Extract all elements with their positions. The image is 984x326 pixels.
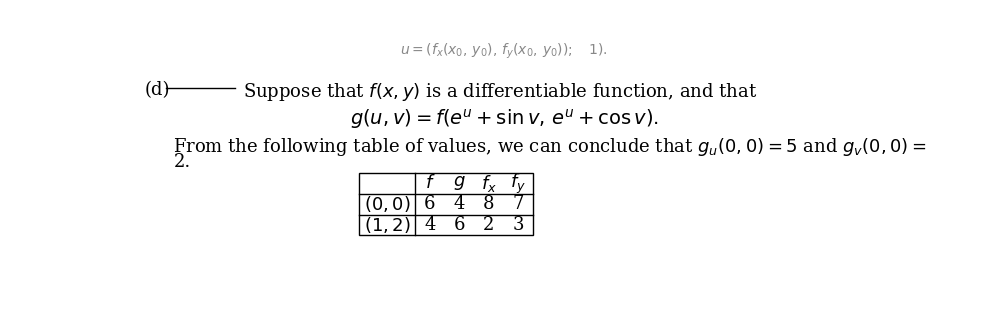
Bar (359, 173, 533, 235)
Text: 2: 2 (483, 216, 495, 234)
Text: $f_y$: $f_y$ (511, 171, 526, 196)
Text: 6: 6 (424, 195, 436, 213)
Text: $(1, 2)$: $(1, 2)$ (364, 215, 410, 235)
Text: 4: 4 (454, 195, 465, 213)
Text: 3: 3 (513, 216, 524, 234)
Text: 4: 4 (424, 216, 436, 234)
Text: $f$: $f$ (424, 174, 435, 192)
Text: $(0, 0)$: $(0, 0)$ (364, 194, 410, 214)
Text: 2.: 2. (173, 153, 191, 171)
Text: Suppose that $f(x, y)$ is a differentiable function, and that: Suppose that $f(x, y)$ is a differentiab… (243, 81, 758, 103)
Text: $f_x$: $f_x$ (481, 173, 497, 194)
Text: 6: 6 (454, 216, 465, 234)
Text: (d): (d) (145, 81, 170, 99)
Text: 8: 8 (483, 195, 495, 213)
Text: From the following table of values, we can conclude that $g_u(0, 0) = 5$ and $g_: From the following table of values, we c… (173, 136, 927, 158)
Text: 7: 7 (513, 195, 523, 213)
Text: $g(u, v) = f(e^u + \sin v,\, e^u + \cos v).$: $g(u, v) = f(e^u + \sin v,\, e^u + \cos … (349, 107, 659, 131)
Text: $u = (f_x(x_0,\, y_0),\, f_y(x_0,\, y_0));\quad 1).$: $u = (f_x(x_0,\, y_0),\, f_y(x_0,\, y_0)… (400, 42, 608, 62)
Text: $g$: $g$ (453, 174, 465, 192)
